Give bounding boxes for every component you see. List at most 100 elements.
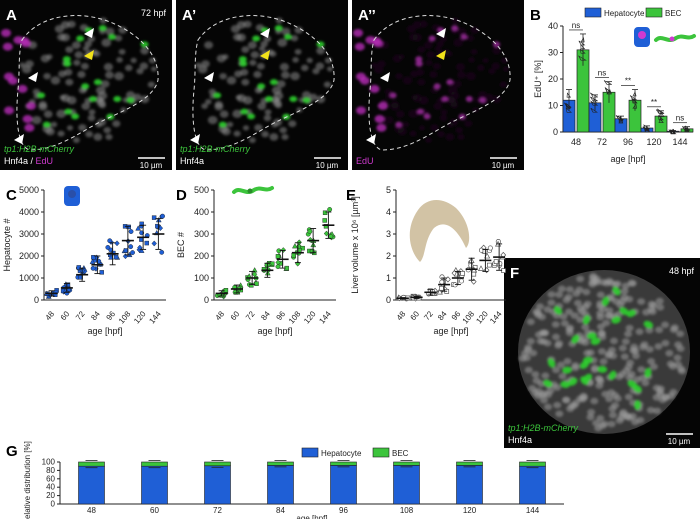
nucleus <box>118 26 127 34</box>
significance-label: ns <box>572 21 580 30</box>
data-point <box>254 281 259 286</box>
bec-nucleus <box>543 379 553 388</box>
nucleus <box>555 291 564 298</box>
bar-hepatocyte <box>141 465 168 505</box>
data-point <box>292 243 298 249</box>
nucleus <box>195 62 202 68</box>
nucleus <box>408 109 419 119</box>
bec-nucleus <box>88 96 97 103</box>
nucleus <box>642 308 651 316</box>
nucleus <box>631 352 640 360</box>
nucleus <box>468 57 475 63</box>
nucleus <box>524 366 533 374</box>
nucleus <box>43 110 53 118</box>
nucleus <box>624 330 633 338</box>
nucleus <box>665 349 674 357</box>
edu-nucleus <box>460 33 468 40</box>
nucleus <box>609 337 618 345</box>
y-tick-label: 0 <box>34 295 39 305</box>
edu-nucleus <box>433 83 441 90</box>
bec-nucleus <box>582 315 591 325</box>
data-point <box>657 115 664 121</box>
nucleus <box>587 408 596 416</box>
nucleus <box>66 125 74 131</box>
nucleus <box>433 102 443 110</box>
x-tick-label: 48 <box>87 506 96 515</box>
bec-nucleus <box>37 92 46 99</box>
y-tick-label: 4 <box>386 207 391 217</box>
nucleus <box>648 308 657 315</box>
bec-nucleus <box>257 83 266 90</box>
nucleus <box>620 353 629 360</box>
data-point <box>603 80 612 85</box>
data-point <box>322 218 327 223</box>
x-tick-label: 120 <box>646 137 661 147</box>
nucleus <box>84 40 92 48</box>
nucleus <box>666 360 675 368</box>
bec-nucleus <box>643 320 654 329</box>
y-tick-label: 200 <box>194 251 209 261</box>
nucleus <box>570 312 579 319</box>
nucleus <box>586 349 595 357</box>
data-point <box>113 254 119 260</box>
nucleus <box>147 81 155 88</box>
nucleus <box>656 390 665 398</box>
nucleus <box>571 362 580 369</box>
nucleus <box>281 71 290 79</box>
nucleus <box>605 277 614 285</box>
x-tick-label: 144 <box>488 309 504 325</box>
nucleus <box>573 299 582 307</box>
data-point <box>137 244 143 251</box>
nucleus <box>453 38 464 47</box>
y-tick-label: 2000 <box>19 251 39 261</box>
nucleus <box>114 72 124 81</box>
nucleus <box>133 93 142 101</box>
edu-nucleus <box>2 42 13 51</box>
nucleus <box>222 54 229 60</box>
nucleus <box>608 411 617 419</box>
edu-nucleus <box>22 114 33 123</box>
nucleus <box>615 373 624 380</box>
nucleus <box>81 102 91 110</box>
nucleus <box>67 20 76 28</box>
nucleus <box>65 46 74 54</box>
nucleus <box>613 395 622 402</box>
nucleus <box>558 372 567 380</box>
x-tick-label: 84 <box>276 506 285 515</box>
data-point <box>155 223 160 229</box>
arrowhead-white-3 <box>190 134 200 144</box>
data-point <box>658 111 665 117</box>
nucleus <box>279 63 290 71</box>
nucleus <box>93 50 101 57</box>
nucleus <box>103 63 114 71</box>
nucleus <box>71 41 81 50</box>
nucleus <box>565 326 574 333</box>
nucleus <box>57 130 65 137</box>
nucleus <box>605 307 614 314</box>
nucleus <box>531 389 540 396</box>
nucleus <box>243 20 252 28</box>
nucleus <box>526 337 535 345</box>
y-axis-label: EdU⁺ [%] <box>533 60 543 98</box>
nucleus <box>101 38 112 47</box>
nucleus <box>309 93 318 101</box>
nucleus <box>377 60 386 68</box>
data-point <box>580 37 585 43</box>
significance-label: ns <box>676 114 684 123</box>
legend-label-hepatocyte: Hepatocyte <box>604 9 645 18</box>
nucleus <box>637 298 646 305</box>
nucleus <box>281 27 291 36</box>
nucleus <box>596 323 605 331</box>
hepatocyte-cell-icon <box>634 27 650 47</box>
nucleus <box>647 300 656 308</box>
x-tick-label: 84 <box>436 309 449 322</box>
edu-nucleus <box>371 37 382 46</box>
nucleus <box>627 370 636 378</box>
x-tick-label: 120 <box>132 309 148 325</box>
nucleus <box>653 407 662 415</box>
nucleus <box>589 272 598 280</box>
x-axis-label: age [hpf] <box>433 326 468 336</box>
data-point <box>151 215 157 220</box>
nucleus <box>547 291 556 298</box>
nucleus <box>409 130 417 137</box>
